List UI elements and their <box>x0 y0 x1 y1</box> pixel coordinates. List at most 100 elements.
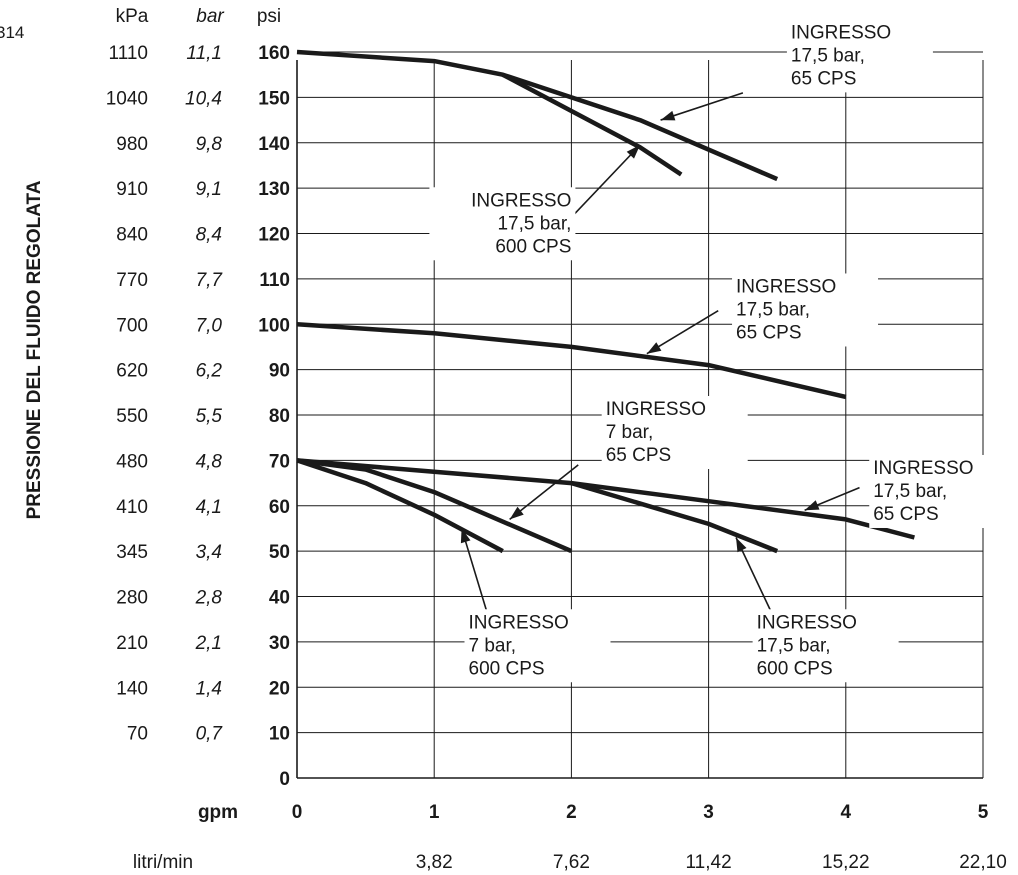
bar-tick-label: 9,8 <box>196 134 223 155</box>
annotation-bg <box>869 454 1016 528</box>
kpa-tick-label: 280 <box>116 588 148 609</box>
lpm-tick-label: 7,62 <box>553 852 590 873</box>
annotation-line: 600 CPS <box>757 658 833 679</box>
figure-id: 314 <box>0 23 24 42</box>
psi-tick-label: 50 <box>269 542 290 563</box>
psi-tick-label: 150 <box>258 88 290 109</box>
lpm-tick-label: 22,10 <box>959 852 1007 873</box>
leader-line <box>660 92 744 121</box>
lpm-label: litri/min <box>133 852 193 873</box>
annotation-line: 600 CPS <box>495 236 571 257</box>
annotation-bg <box>786 19 933 93</box>
gpm-label: gpm <box>198 802 238 823</box>
leader-line <box>460 528 488 611</box>
kpa-tick-label: 700 <box>116 315 148 336</box>
psi-tick-label: 100 <box>258 315 290 336</box>
annotation-line: 17,5 bar, <box>757 635 831 656</box>
gpm-tick-label: 0 <box>292 802 303 823</box>
arrowhead <box>646 342 662 354</box>
kpa-tick-label: 620 <box>116 361 148 382</box>
kpa-tick-label: 550 <box>116 406 148 427</box>
annotation-line: INGRESSO <box>469 612 569 633</box>
kpa-tick-label: 770 <box>116 270 148 291</box>
arrowhead <box>460 528 471 544</box>
annotation-line: 17,5 bar, <box>736 299 810 320</box>
bar-tick-label: 6,2 <box>196 361 223 382</box>
annotation-line: INGRESSO <box>606 399 706 420</box>
bar-tick-label: 5,5 <box>196 406 223 427</box>
psi-tick-label: 70 <box>269 451 290 472</box>
arrowhead <box>509 506 524 520</box>
annotation-bg <box>464 609 611 683</box>
bar-tick-label: 3,4 <box>196 542 222 563</box>
annotation-bg <box>601 396 748 469</box>
annotation-line: 17,5 bar, <box>791 45 865 66</box>
kpa-tick-label: 480 <box>116 451 148 472</box>
leader-line <box>509 464 579 520</box>
bar-tick-label: 7,0 <box>196 315 223 336</box>
psi-tick-label: 90 <box>269 361 290 382</box>
psi-tick-label: 80 <box>269 406 290 427</box>
psi-tick-label: 160 <box>258 43 290 64</box>
annotation-bg <box>752 609 899 683</box>
curve-c2 <box>501 72 683 177</box>
psi-tick-label: 40 <box>269 588 290 609</box>
curve-c1 <box>296 49 779 182</box>
psi-tick-label: 10 <box>269 724 290 745</box>
curve-c7 <box>570 480 779 554</box>
curve-c6 <box>296 458 504 554</box>
y-axis-label: PRESSIONE DEL FLUIDO REGOLATA <box>24 180 45 519</box>
gpm-tick-label: 1 <box>429 802 440 823</box>
annotation-line: INGRESSO <box>471 190 571 211</box>
kpa-tick-label: 1110 <box>109 43 148 64</box>
annotation-line: 600 CPS <box>469 658 545 679</box>
curves <box>296 49 915 554</box>
arrowhead <box>804 500 820 511</box>
annotation-line: INGRESSO <box>791 22 891 43</box>
kpa-tick-label: 70 <box>127 724 148 745</box>
annotation-line: 7 bar, <box>469 635 517 656</box>
psi-header: psi <box>257 6 281 27</box>
curve-c3 <box>296 322 847 400</box>
gpm-tick-label: 3 <box>703 802 714 823</box>
psi-tick-label: 0 <box>279 769 290 790</box>
arrowhead <box>626 145 640 159</box>
bar-tick-label: 2,8 <box>195 588 223 609</box>
bar-tick-label: 1,4 <box>196 678 222 699</box>
bar-tick-label: 8,4 <box>196 225 222 246</box>
kpa-tick-label: 410 <box>116 497 148 518</box>
psi-tick-label: 60 <box>269 497 290 518</box>
bar-tick-label: 4,1 <box>196 497 222 518</box>
psi-tick-label: 30 <box>269 633 290 654</box>
kpa-tick-label: 840 <box>116 225 148 246</box>
annotation-line: INGRESSO <box>757 612 857 633</box>
psi-tick-label: 20 <box>269 678 290 699</box>
annotation-line: INGRESSO <box>736 276 836 297</box>
kpa-tick-label: 1040 <box>106 88 148 109</box>
bar-header: bar <box>196 6 224 27</box>
annotation-bg <box>429 187 576 261</box>
bar-tick-label: 11,1 <box>186 43 222 64</box>
annotation-line: 7 bar, <box>606 422 654 443</box>
annotation-line: 65 CPS <box>873 504 938 525</box>
bar-tick-label: 2,1 <box>195 633 222 654</box>
kpa-tick-label: 140 <box>116 678 148 699</box>
bar-tick-label: 4,8 <box>196 451 223 472</box>
bar-tick-label: 0,7 <box>196 724 224 745</box>
bar-tick-label: 7,7 <box>196 270 224 291</box>
psi-tick-label: 130 <box>258 179 290 200</box>
arrowhead <box>660 110 676 121</box>
annotation-line: 65 CPS <box>606 445 671 466</box>
psi-tick-label: 120 <box>258 225 290 246</box>
bar-tick-label: 9,1 <box>196 179 222 200</box>
kpa-header: kPa <box>116 6 149 27</box>
